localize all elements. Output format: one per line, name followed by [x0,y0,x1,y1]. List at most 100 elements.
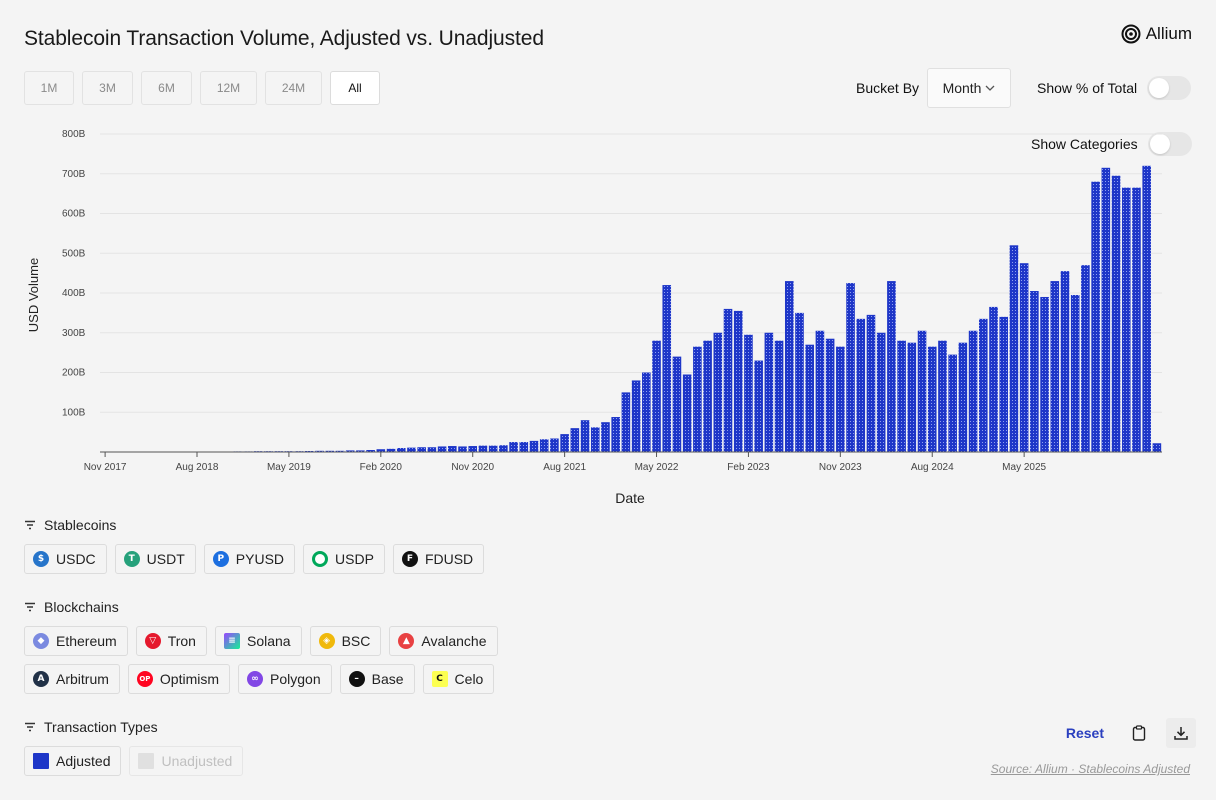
bar[interactable] [1019,263,1029,452]
bar[interactable] [703,340,712,452]
bar[interactable] [396,448,406,452]
bar[interactable] [1030,291,1039,452]
chip-celo[interactable]: C Celo [422,664,495,694]
reset-button[interactable]: Reset [1065,725,1104,741]
bar[interactable] [672,356,682,452]
bar[interactable] [448,446,457,452]
bar[interactable] [427,447,437,452]
bar[interactable] [1070,294,1080,452]
download-button[interactable] [1166,718,1196,748]
bar[interactable] [478,445,488,452]
bar[interactable] [784,281,794,452]
bar[interactable] [499,445,508,452]
bar[interactable] [560,434,569,452]
chip-ethereum[interactable]: ◆ Ethereum [24,626,128,656]
bucket-select[interactable]: Month [927,68,1012,108]
bar[interactable] [754,360,763,452]
bar[interactable] [938,340,947,452]
bar[interactable] [1009,245,1019,452]
bar[interactable] [356,450,365,452]
bar[interactable] [590,427,600,452]
bar[interactable] [958,342,968,452]
bar[interactable] [611,417,620,452]
bar[interactable] [366,450,375,452]
bar[interactable] [682,374,692,452]
bar[interactable] [815,330,825,452]
bar[interactable] [570,428,580,452]
bar[interactable] [744,334,753,452]
bar[interactable] [764,332,774,452]
bar[interactable] [693,346,702,452]
chip-optimism[interactable]: OP Optimism [127,664,231,694]
range-1m-button[interactable]: 1M [24,71,74,105]
bar[interactable] [897,340,906,452]
bar[interactable] [601,422,610,452]
chip-base[interactable]: – Base [339,664,415,694]
chip-fdusd[interactable]: F FDUSD [392,544,485,574]
bar[interactable] [1091,181,1100,452]
range-all-button[interactable]: All [330,71,380,105]
range-24m-button[interactable]: 24M [265,71,322,105]
bar[interactable] [662,285,672,452]
bar[interactable] [315,450,324,452]
bar[interactable] [642,372,651,453]
bar[interactable] [529,440,539,452]
bar[interactable] [417,447,426,452]
bar[interactable] [917,330,927,452]
bar[interactable] [846,283,855,452]
chip-pyusd[interactable]: P PYUSD [203,544,296,574]
bar[interactable] [1060,271,1070,452]
bar[interactable] [519,442,529,452]
bar[interactable] [488,445,498,452]
bar[interactable] [836,346,845,452]
bar[interactable] [335,450,345,452]
source-link[interactable]: Source: Allium · Stablecoins Adjusted [990,762,1190,776]
bar[interactable] [774,340,784,452]
bar[interactable] [468,446,478,452]
bar[interactable] [927,346,937,452]
range-3m-button[interactable]: 3M [82,71,133,105]
bar[interactable] [825,338,835,452]
bar[interactable] [1121,187,1131,452]
bar[interactable] [631,380,641,452]
chip-adjusted[interactable]: Adjusted [24,746,122,776]
bar[interactable] [723,308,733,452]
chip-avalanche[interactable]: ▲ Avalanche [389,626,498,656]
range-6m-button[interactable]: 6M [141,71,192,105]
chip-solana[interactable]: ≡ Solana [214,626,302,656]
show-categories-toggle[interactable] [1147,132,1192,156]
bar[interactable] [376,449,386,452]
show-pct-total-toggle[interactable] [1147,76,1192,100]
bar[interactable] [979,318,988,452]
bar[interactable] [1142,165,1151,453]
range-12m-button[interactable]: 12M [200,71,257,105]
bar[interactable] [458,446,467,452]
bar[interactable] [989,306,998,452]
bar[interactable] [550,438,559,452]
bar[interactable] [887,281,896,452]
bar[interactable] [1111,175,1121,453]
bar[interactable] [621,392,631,453]
copy-button[interactable] [1124,718,1154,748]
chip-usdt[interactable]: T USDT [114,544,196,574]
chip-unadjusted[interactable]: Unadjusted [129,746,244,776]
bar[interactable] [907,342,917,452]
bar[interactable] [539,439,549,452]
bar[interactable] [1152,443,1162,452]
bar[interactable] [1132,187,1141,452]
bar[interactable] [856,318,866,452]
chip-arbitrum[interactable]: A Arbitrum [24,664,120,694]
bar[interactable] [386,448,396,452]
bar[interactable] [407,447,416,452]
bar[interactable] [733,310,743,452]
bar[interactable] [1101,167,1111,452]
bar[interactable] [795,312,804,453]
bar[interactable] [805,344,814,452]
bar[interactable] [866,314,876,452]
bar[interactable] [580,420,590,452]
chip-usdc[interactable]: $ USDC [24,544,107,574]
chip-usdp[interactable]: USDP [303,544,385,574]
bar[interactable] [999,316,1009,452]
chip-polygon[interactable]: ∞ Polygon [238,664,332,694]
bar[interactable] [876,332,886,452]
